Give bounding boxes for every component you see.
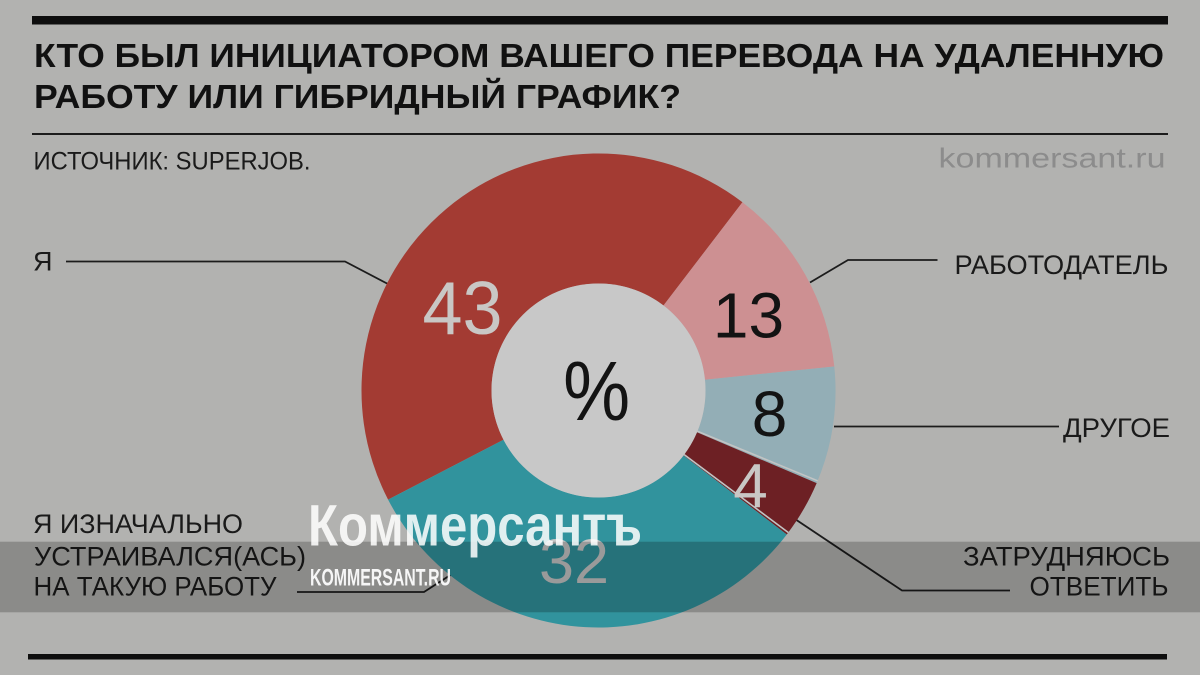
svg-text:4: 4	[733, 452, 767, 521]
svg-text:kommersant.ru: kommersant.ru	[939, 143, 1166, 174]
svg-text:%: %	[563, 344, 630, 438]
svg-text:РАБОТУ ИЛИ ГИБРИДНЫЙ ГРАФИК?: РАБОТУ ИЛИ ГИБРИДНЫЙ ГРАФИК?	[34, 77, 681, 115]
svg-text:8: 8	[752, 378, 788, 450]
svg-text:Коммерсантъ: Коммерсантъ	[308, 494, 642, 559]
svg-text:ОТВЕТИТЬ: ОТВЕТИТЬ	[1030, 572, 1169, 602]
svg-text:ДРУГОЕ: ДРУГОЕ	[1063, 413, 1170, 443]
svg-text:32: 32	[539, 527, 609, 597]
svg-text:Я ИЗНАЧАЛЬНО: Я ИЗНАЧАЛЬНО	[33, 509, 243, 539]
svg-text:13: 13	[713, 280, 784, 352]
svg-text:РАБОТОДАТЕЛЬ: РАБОТОДАТЕЛЬ	[955, 250, 1169, 280]
svg-text:ЗАТРУДНЯЮСЬ: ЗАТРУДНЯЮСЬ	[963, 542, 1170, 572]
svg-text:НА ТАКУЮ РАБОТУ: НА ТАКУЮ РАБОТУ	[34, 572, 278, 602]
svg-text:KOMMERSANT.RU: KOMMERSANT.RU	[310, 565, 451, 592]
svg-text:43: 43	[423, 266, 503, 350]
svg-text:КТО БЫЛ ИНИЦИАТОРОМ ВАШЕГО ПЕР: КТО БЫЛ ИНИЦИАТОРОМ ВАШЕГО ПЕРЕВОДА НА У…	[34, 37, 1164, 74]
svg-text:УСТРАИВАЛСЯ(АСЬ): УСТРАИВАЛСЯ(АСЬ)	[34, 542, 306, 572]
svg-text:Я: Я	[33, 247, 53, 277]
svg-text:ИСТОЧНИК: SUPERJOB.: ИСТОЧНИК: SUPERJOB.	[34, 148, 311, 176]
